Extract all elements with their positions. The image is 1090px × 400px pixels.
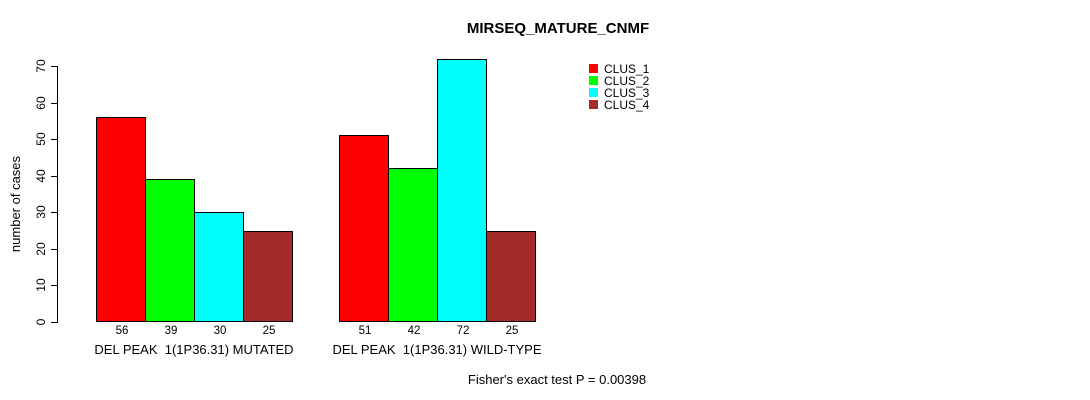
legend-swatch-clus_1: [589, 64, 598, 73]
bar-clus_1-group2: [339, 135, 389, 322]
bar-value-label: 51: [358, 325, 372, 337]
bar-value-label: 42: [407, 325, 421, 337]
y-tick: [51, 139, 57, 140]
y-tick-label: 50: [34, 132, 48, 146]
y-tick: [51, 66, 57, 67]
bar-value-label: 30: [213, 325, 227, 337]
y-tick-label: 20: [34, 242, 48, 256]
y-tick-label: 40: [34, 169, 48, 183]
legend-swatch-clus_2: [589, 76, 598, 85]
y-tick: [51, 212, 57, 213]
y-tick-label: 70: [34, 59, 48, 73]
bar-value-label: 25: [262, 325, 276, 337]
chart-title: MIRSEQ_MATURE_CNMF: [466, 20, 650, 37]
legend-label-clus_2: CLUS_2: [604, 74, 650, 88]
bar-clus_3-group2: [437, 59, 487, 322]
y-axis-label: number of cases: [7, 155, 23, 253]
y-tick: [51, 322, 57, 323]
bar-value-label: 25: [505, 325, 519, 337]
bar-clus_1-group1: [96, 117, 146, 322]
bar-value-label: 56: [115, 325, 129, 337]
y-axis-line: [57, 66, 58, 323]
y-tick: [51, 249, 57, 250]
bar-value-label: 72: [456, 325, 470, 337]
y-tick-label: 30: [34, 205, 48, 219]
legend-label-clus_1: CLUS_1: [604, 62, 650, 76]
y-tick-label: 60: [34, 96, 48, 110]
bar-clus_4-group1: [243, 231, 293, 322]
bar-clus_2-group1: [145, 179, 195, 322]
legend-label-clus_4: CLUS_4: [604, 98, 650, 112]
legend-swatch-clus_4: [589, 100, 598, 109]
annotation-text: Fisher's exact test P = 0.00398: [467, 372, 647, 387]
group-label: DEL PEAK 1(1P36.31) MUTATED: [94, 342, 294, 357]
bar-clus_3-group1: [194, 212, 244, 322]
y-tick: [51, 176, 57, 177]
y-tick-label: 0: [34, 318, 48, 326]
bar-value-label: 39: [164, 325, 178, 337]
bar-clus_4-group2: [486, 231, 536, 322]
group-label: DEL PEAK 1(1P36.31) WILD-TYPE: [332, 342, 542, 357]
y-tick: [51, 103, 57, 104]
bar-clus_2-group2: [388, 168, 438, 322]
legend-label-clus_3: CLUS_3: [604, 86, 650, 100]
y-tick-label: 10: [34, 278, 48, 292]
legend-swatch-clus_3: [589, 88, 598, 97]
y-tick: [51, 285, 57, 286]
